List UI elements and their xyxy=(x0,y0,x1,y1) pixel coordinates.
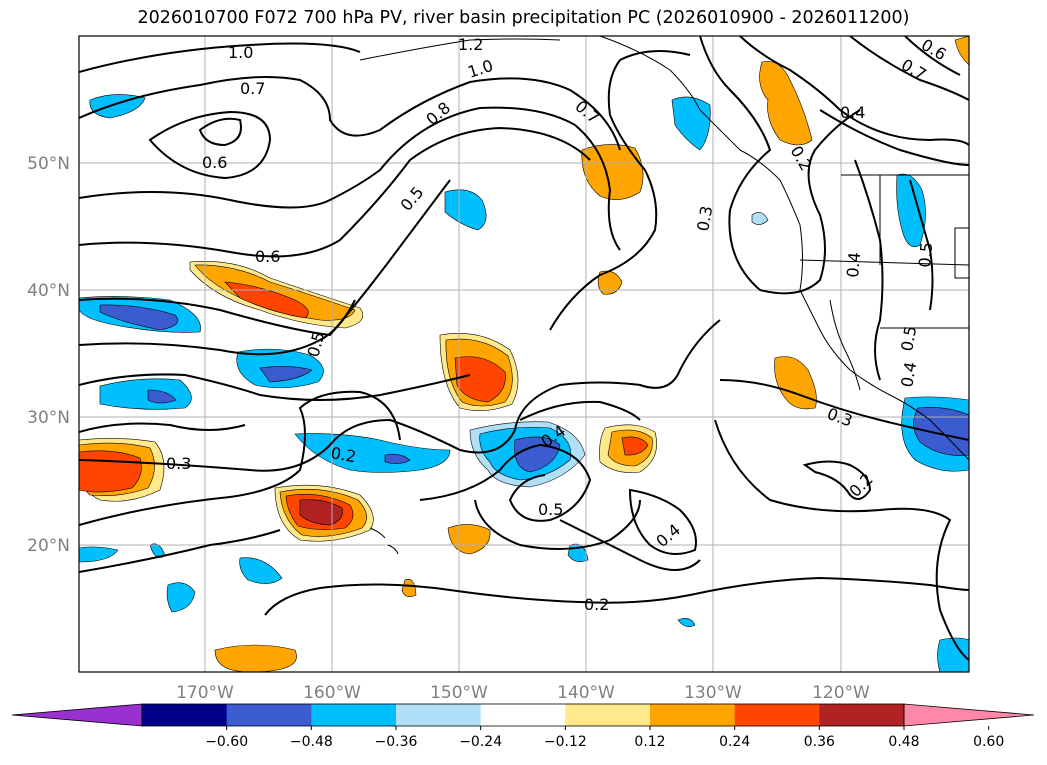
latitude-axis: 50°N 40°N 30°N 20°N xyxy=(27,154,70,556)
pv-contours xyxy=(79,36,969,661)
colorbar-tick-label: −0.48 xyxy=(290,734,333,750)
anomaly-negative xyxy=(99,304,179,331)
anomaly-negative xyxy=(166,582,196,613)
colorbar-bin xyxy=(396,704,482,726)
anomaly-positive xyxy=(759,61,813,146)
contour-label: 0.2 xyxy=(584,595,609,614)
plot-frame xyxy=(78,35,970,673)
anomaly-negative xyxy=(677,618,696,627)
colorbar-tick-label: 0.12 xyxy=(634,734,665,750)
colorbar-tick-label: −0.24 xyxy=(459,734,502,750)
colorbar-bin xyxy=(480,704,566,726)
contour-label: 0.7 xyxy=(240,79,265,98)
contour-label: 0.3 xyxy=(693,204,716,232)
lat-label: 20°N xyxy=(27,536,70,556)
anomaly-positive xyxy=(597,270,623,295)
anomaly-negative xyxy=(239,557,283,584)
contour-label: 0.6 xyxy=(202,153,227,172)
anomaly-negative xyxy=(147,389,177,404)
lon-label: 170°W xyxy=(176,683,234,703)
anomaly-positive xyxy=(621,436,649,456)
anomaly-negative xyxy=(79,546,119,563)
colorbar-tick-label: 0.36 xyxy=(804,734,835,750)
colorbar-bin xyxy=(226,704,312,726)
lon-label: 120°W xyxy=(812,683,870,703)
colorbar-bin xyxy=(565,704,651,726)
contour-label: 0.3 xyxy=(166,454,191,473)
contour-label: 0.5 xyxy=(915,241,936,268)
anomaly-positive xyxy=(454,356,506,403)
colorbar-bin xyxy=(650,704,736,726)
colorbar-tick-label: 0.48 xyxy=(888,734,919,750)
contour-label: 0.4 xyxy=(843,251,864,278)
anomaly-negative xyxy=(384,453,411,464)
anomaly-positive xyxy=(401,579,417,597)
precip-shading xyxy=(79,36,969,672)
contour-label: 1.2 xyxy=(458,35,483,54)
contour-label: 0.5 xyxy=(897,324,920,352)
colorbar-tick-label: 0.24 xyxy=(719,734,750,750)
colorbar-frame xyxy=(141,703,905,727)
anomaly-negative xyxy=(259,366,313,383)
colorbar-tick-label: −0.36 xyxy=(375,734,418,750)
contour-label: 0.4 xyxy=(840,103,865,122)
anomaly-negative xyxy=(294,433,451,473)
lat-label: 30°N xyxy=(27,408,70,428)
anomaly-positive xyxy=(224,281,309,319)
colorbar-extend-high xyxy=(903,703,1035,727)
lon-label: 150°W xyxy=(430,683,488,703)
colorbar-extend-low xyxy=(11,703,143,727)
colorbar-bin xyxy=(819,704,905,726)
anomaly-negative xyxy=(896,173,926,247)
colorbar: −0.60 −0.48 −0.36 −0.24 −0.12 0.12 0.24 0.36 0.4… xyxy=(11,703,1035,750)
colorbar-tick-label: 0.60 xyxy=(973,734,1004,750)
colorbar-bin xyxy=(142,704,228,726)
anomaly-positive xyxy=(79,450,142,493)
contour-label: 0.5 xyxy=(538,500,563,519)
map-title: 2026010700 F072 700 hPa PV, river basin … xyxy=(137,8,910,28)
longitude-axis: 170°W 160°W 150°W 140°W 130°W 120°W xyxy=(176,683,870,703)
lon-label: 130°W xyxy=(684,683,742,703)
anomaly-positive xyxy=(214,644,297,672)
anomaly-negative xyxy=(751,212,769,225)
contour-label: 0.2 xyxy=(329,443,357,466)
anomaly-negative xyxy=(937,637,969,672)
lon-label: 160°W xyxy=(303,683,361,703)
coastlines xyxy=(359,36,969,555)
anomaly-negative xyxy=(99,378,192,410)
lat-label: 50°N xyxy=(27,154,70,174)
colorbar-tick-label: −0.60 xyxy=(205,734,248,750)
contour-label: 0.6 xyxy=(255,247,280,266)
contour-label: 1.0 xyxy=(228,43,253,62)
colorbar-tick-label: −0.12 xyxy=(544,734,587,750)
anomaly-positive xyxy=(954,36,969,66)
anomaly-negative xyxy=(444,189,487,231)
lat-label: 40°N xyxy=(27,281,70,301)
lon-label: 140°W xyxy=(557,683,615,703)
colorbar-bin xyxy=(311,704,397,726)
colorbar-bin xyxy=(734,704,820,726)
contour-label: 0.4 xyxy=(897,360,920,388)
